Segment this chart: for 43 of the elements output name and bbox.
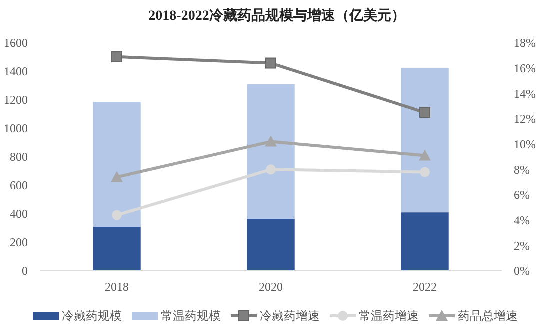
y2-tick-label: 14% <box>514 86 536 101</box>
bar <box>401 68 449 213</box>
y-tick-label: 1000 <box>4 122 28 136</box>
point <box>266 58 276 69</box>
bar <box>247 218 295 271</box>
y2-tick-label: 8% <box>514 162 530 177</box>
legend-label: 冷藏药增速 <box>260 309 320 323</box>
x-tick-label: 2022 <box>413 280 437 294</box>
point <box>420 107 430 118</box>
y-tick-label: 800 <box>10 150 28 164</box>
y-tick-label: 1400 <box>4 64 28 79</box>
y-tick-label: 0 <box>22 264 28 278</box>
y2-tick-label: 16% <box>514 62 536 76</box>
y-tick-label: 200 <box>10 236 28 250</box>
point <box>420 167 430 178</box>
bar <box>93 226 141 271</box>
x-tick-label: 2020 <box>259 280 283 294</box>
legend-label: 常温药增速 <box>359 309 419 323</box>
y2-tick-label: 12% <box>514 112 536 126</box>
point <box>266 164 276 175</box>
legend-label: 药品总增速 <box>458 309 518 323</box>
y2-tick-label: 0% <box>514 264 530 278</box>
point <box>111 171 123 182</box>
y2-tick-label: 4% <box>514 214 530 228</box>
point <box>112 51 122 62</box>
point <box>419 150 431 161</box>
x-tick-label: 2018 <box>105 280 129 294</box>
bar <box>93 102 141 227</box>
legend-label: 常温药规模 <box>161 309 221 323</box>
y2-tick-label: 18% <box>514 36 536 50</box>
bar <box>401 212 449 271</box>
point <box>265 136 277 147</box>
y2-tick-label: 10% <box>514 138 536 152</box>
y2-tick-label: 2% <box>514 238 530 253</box>
bar <box>247 84 295 219</box>
y2-tick-label: 6% <box>514 188 530 202</box>
y-tick-label: 1600 <box>4 36 28 50</box>
chart-title: 2018-2022冷藏药品规模与增速（亿美元） <box>148 7 406 24</box>
y-tick-label: 1200 <box>4 93 28 108</box>
point <box>112 210 122 220</box>
y-tick-label: 600 <box>10 178 28 193</box>
y-tick-label: 400 <box>10 207 28 222</box>
legend-label: 冷藏药规模 <box>62 309 122 323</box>
